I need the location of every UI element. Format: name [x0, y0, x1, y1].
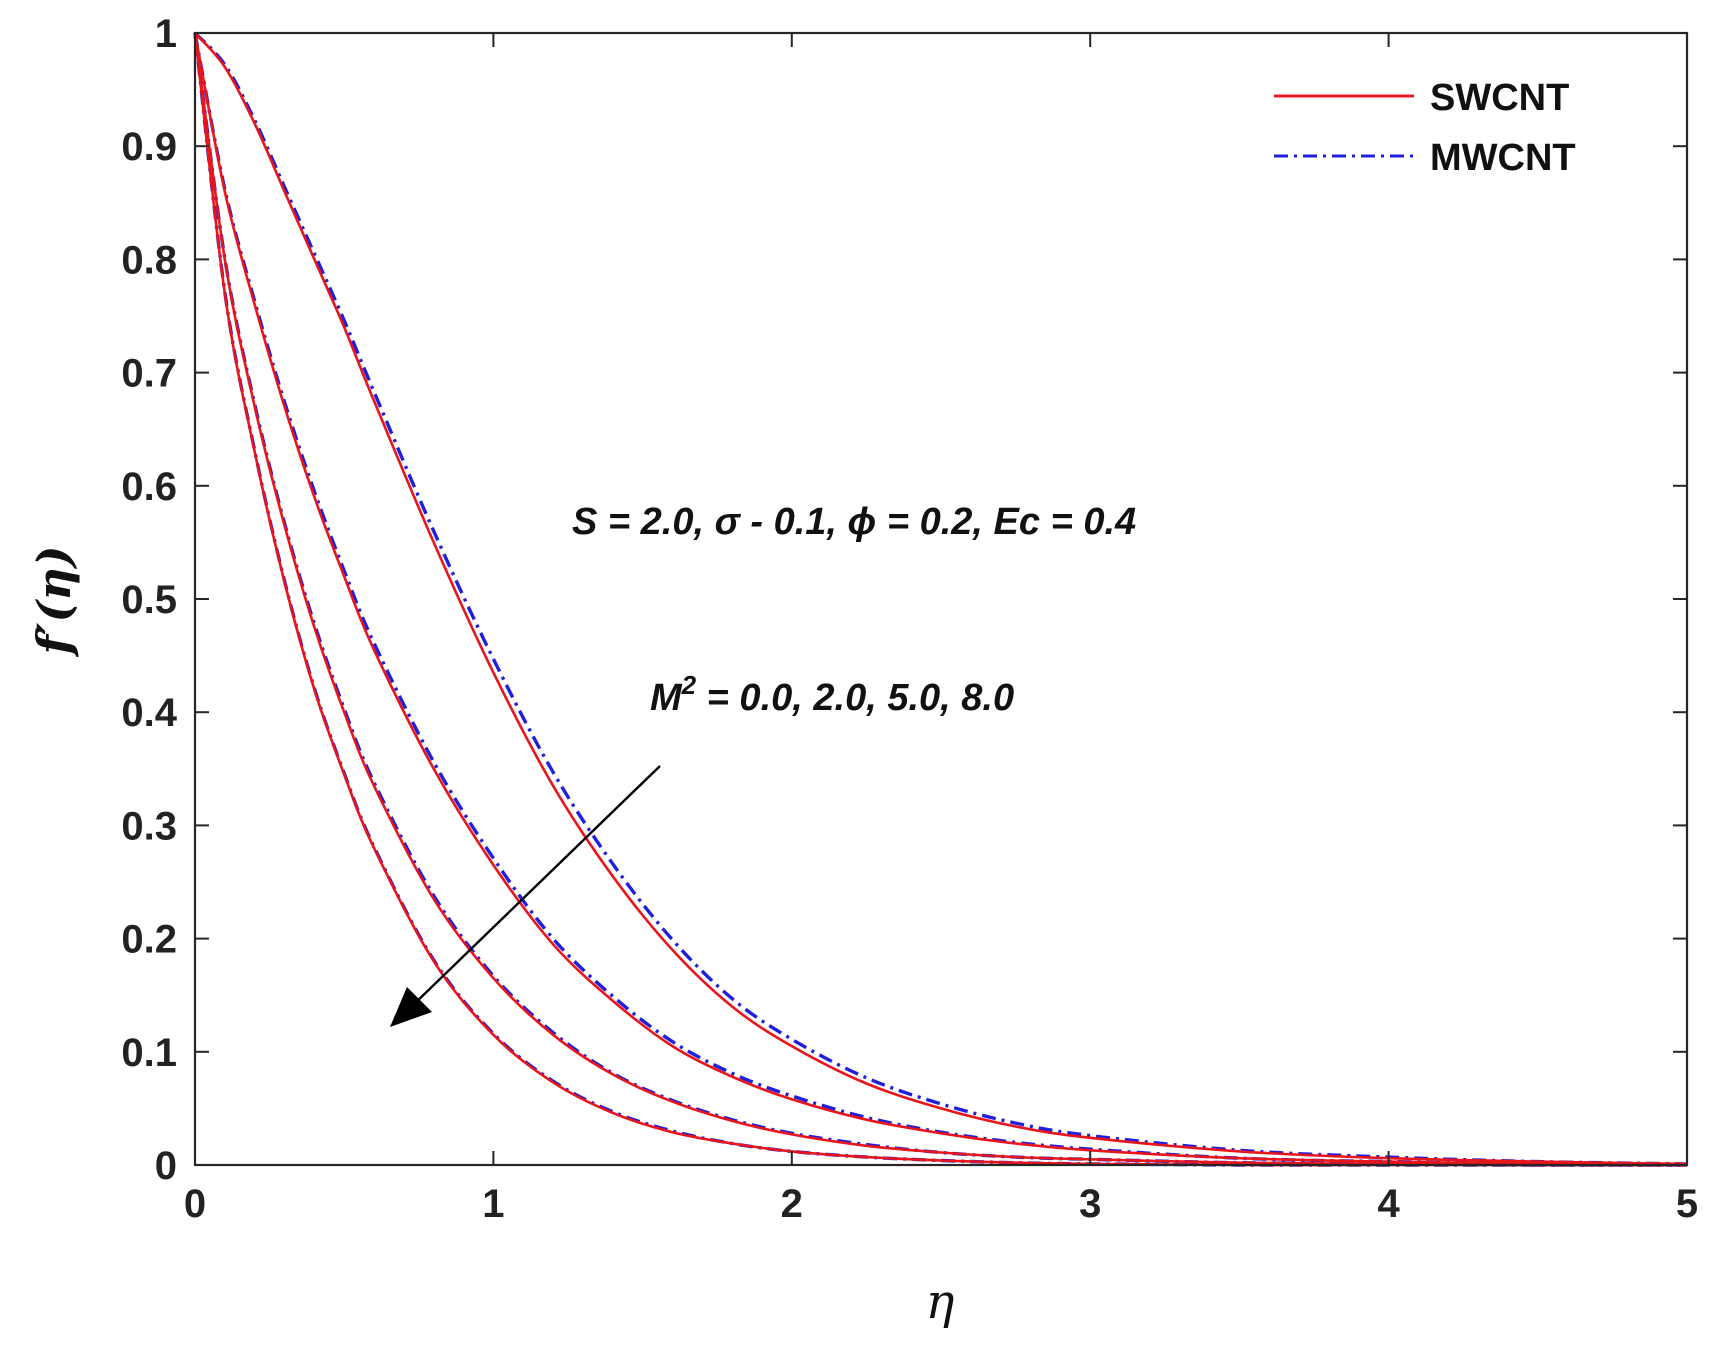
x-tick-label: 5: [1676, 1182, 1698, 1226]
ticks-layer: 0 1 2 3 4 5 0 0.1 0.2 0.3 0.4 0.5 0.6 0.7 0.8 0.9 1: [121, 12, 1698, 1226]
m-annotation-values: = 0.0, 2.0, 5.0, 8.0: [696, 677, 1014, 719]
y-tick-label: 0.5: [121, 578, 177, 622]
y-tick-label: 1: [155, 12, 177, 56]
legend: SWCNT MWCNT: [1274, 77, 1576, 179]
y-tick-label: 0.6: [121, 465, 177, 509]
y-tick-label: 0.3: [121, 804, 177, 848]
trend-arrow-shaft: [409, 765, 661, 1009]
m-annotation-base: M: [650, 677, 683, 719]
m-annotation-sup: 2: [681, 670, 697, 700]
x-tick-label: 0: [184, 1182, 206, 1226]
series-line-swcnt: [193, 32, 1688, 1167]
x-tick-label: 3: [1079, 1182, 1101, 1226]
x-tick-label: 4: [1377, 1182, 1400, 1226]
y-tick-label: 0.9: [121, 125, 177, 169]
y-tick-label: 0.2: [121, 918, 177, 962]
series-line-mwcnt: [193, 32, 1688, 1167]
y-tick-label: 0.8: [121, 238, 177, 282]
parameter-annotation: S = 2.0, σ - 0.1, ϕ = 0.2, Ec = 0.4: [572, 501, 1136, 543]
y-tick-label: 0.1: [121, 1031, 177, 1075]
y-axis-title: f′(η): [27, 546, 81, 658]
x-tick-label: 1: [482, 1182, 504, 1226]
m-annotation: M2 = 0.0, 2.0, 5.0, 8.0: [650, 670, 1014, 719]
legend-mwcnt-label: MWCNT: [1430, 137, 1576, 179]
legend-swcnt-label: SWCNT: [1430, 77, 1569, 119]
x-axis-title: η: [926, 1274, 955, 1330]
y-tick-label: 0.4: [121, 691, 177, 735]
x-tick-label: 2: [781, 1182, 803, 1226]
y-tick-label: 0.7: [121, 352, 177, 396]
trend-arrow-head: [390, 987, 432, 1027]
series-line-swcnt: [193, 32, 1688, 1167]
y-tick-label: 0: [155, 1144, 177, 1188]
series-line-swcnt: [194, 32, 1688, 1166]
